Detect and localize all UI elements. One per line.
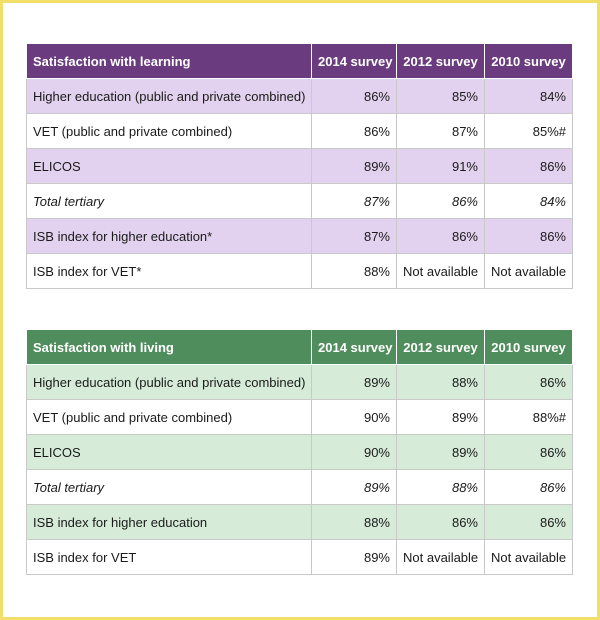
- table-row: VET (public and private combined) 86% 87…: [26, 113, 573, 149]
- column-header: 2012 survey: [396, 43, 485, 79]
- table-cell: 89%: [396, 434, 485, 470]
- table-cell: 88%: [396, 364, 485, 400]
- column-header: 2014 survey: [311, 329, 397, 365]
- table-cell: 87%: [396, 113, 485, 149]
- row-label: Higher education (public and private com…: [26, 78, 312, 114]
- table-row: ISB index for higher education* 87% 86% …: [26, 218, 573, 254]
- row-label: ISB index for VET*: [26, 253, 312, 289]
- table-row: ISB index for higher education 88% 86% 8…: [26, 504, 573, 540]
- table-row: ELICOS 89% 91% 86%: [26, 148, 573, 184]
- table-cell: 86%: [484, 434, 573, 470]
- column-header: 2012 survey: [396, 329, 485, 365]
- row-label: Total tertiary: [26, 469, 312, 505]
- table-cell: Not available: [484, 539, 573, 575]
- table-row: Higher education (public and private com…: [26, 364, 573, 400]
- table-cell: 88%#: [484, 399, 573, 435]
- table-cell: 86%: [311, 113, 397, 149]
- table-row-total: Total tertiary 89% 88% 86%: [26, 469, 573, 505]
- table-row: Higher education (public and private com…: [26, 78, 573, 114]
- row-label: ISB index for VET: [26, 539, 312, 575]
- row-label: Total tertiary: [26, 183, 312, 219]
- table-cell: 86%: [396, 183, 485, 219]
- table-cell: 88%: [311, 504, 397, 540]
- column-header: 2010 survey: [484, 329, 573, 365]
- table-header-row: Satisfaction with learning 2014 survey 2…: [26, 43, 573, 79]
- table-row: VET (public and private combined) 90% 89…: [26, 399, 573, 435]
- table-row: ELICOS 90% 89% 86%: [26, 434, 573, 470]
- table-cell: 85%#: [484, 113, 573, 149]
- table-cell: 89%: [311, 539, 397, 575]
- table-cell: 89%: [311, 469, 397, 505]
- table-header-row: Satisfaction with living 2014 survey 201…: [26, 329, 573, 365]
- table-cell: 89%: [311, 148, 397, 184]
- row-label: ISB index for higher education*: [26, 218, 312, 254]
- column-header: 2010 survey: [484, 43, 573, 79]
- table-cell: 86%: [484, 218, 573, 254]
- row-label: VET (public and private combined): [26, 399, 312, 435]
- row-label: VET (public and private combined): [26, 113, 312, 149]
- table-cell: 86%: [484, 148, 573, 184]
- table-cell: 88%: [396, 469, 485, 505]
- table-cell: 87%: [311, 183, 397, 219]
- table-cell: 89%: [396, 399, 485, 435]
- column-header: Satisfaction with learning: [26, 43, 312, 79]
- table-cell: 84%: [484, 183, 573, 219]
- table-cell: 86%: [311, 78, 397, 114]
- living-satisfaction-table: Satisfaction with living 2014 survey 201…: [26, 329, 573, 575]
- table-row-total: Total tertiary 87% 86% 84%: [26, 183, 573, 219]
- table-cell: 86%: [484, 469, 573, 505]
- row-label: Higher education (public and private com…: [26, 364, 312, 400]
- row-label: ELICOS: [26, 148, 312, 184]
- table-cell: 85%: [396, 78, 485, 114]
- table-cell: 86%: [484, 504, 573, 540]
- column-header: 2014 survey: [311, 43, 397, 79]
- table-cell: 86%: [484, 364, 573, 400]
- column-header: Satisfaction with living: [26, 329, 312, 365]
- row-label: ISB index for higher education: [26, 504, 312, 540]
- table-cell: 88%: [311, 253, 397, 289]
- table-cell: 86%: [396, 218, 485, 254]
- table-cell: 84%: [484, 78, 573, 114]
- table-cell: Not available: [396, 253, 485, 289]
- table-cell: Not available: [484, 253, 573, 289]
- table-cell: 87%: [311, 218, 397, 254]
- table-row: ISB index for VET 89% Not available Not …: [26, 539, 573, 575]
- table-cell: 90%: [311, 434, 397, 470]
- table-cell: 91%: [396, 148, 485, 184]
- learning-satisfaction-table: Satisfaction with learning 2014 survey 2…: [26, 43, 573, 289]
- table-row: ISB index for VET* 88% Not available Not…: [26, 253, 573, 289]
- table-cell: 89%: [311, 364, 397, 400]
- table-cell: 90%: [311, 399, 397, 435]
- table-cell: Not available: [396, 539, 485, 575]
- table-cell: 86%: [396, 504, 485, 540]
- row-label: ELICOS: [26, 434, 312, 470]
